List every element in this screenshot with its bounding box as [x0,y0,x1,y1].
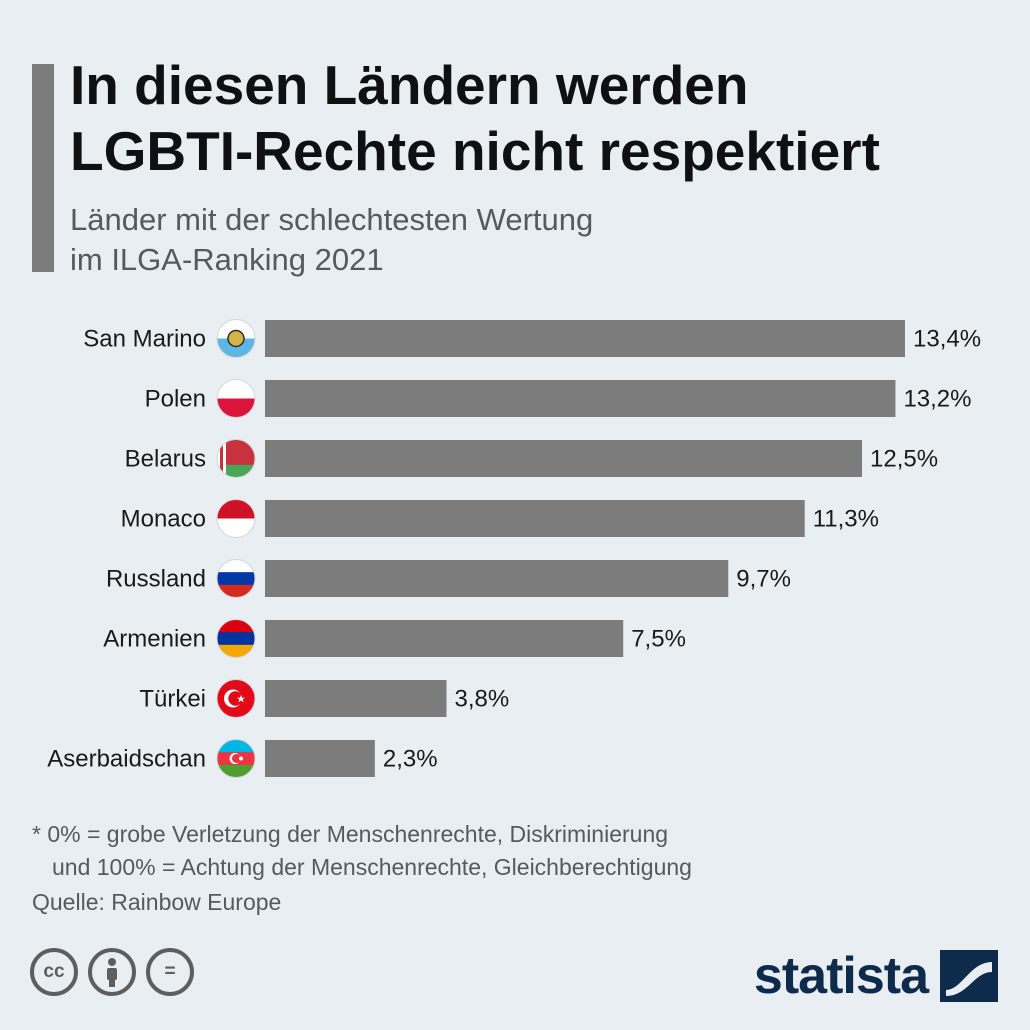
value-label-monaco: 11,3% [813,506,879,533]
value-label-aserbaidschan: 2,3% [383,746,438,773]
value-label-t-rkei: 3,8% [454,686,509,713]
monaco-flag-icon [216,499,256,538]
bar-san-marino [265,320,905,357]
value-label-belarus: 12,5% [870,446,938,473]
category-label-russland: Russland [106,566,206,593]
cc-icon[interactable]: cc [30,948,78,996]
footnote: * 0% = grobe Verletzung der Menschenrech… [32,818,692,884]
statista-brand[interactable]: statista [754,946,998,1006]
belarus-flag-icon [216,439,256,478]
value-label-russland: 9,7% [736,566,791,593]
source-note: Quelle: Rainbow Europe [32,889,282,915]
category-label-belarus: Belarus [125,446,206,473]
license-icons: cc = [30,948,194,996]
azerbaijan-flag-icon [216,739,256,778]
value-label-san-marino: 13,4% [913,326,981,353]
bar-chart: San Marino 13,4% Polen 13,2% Belarus 12,5% Mon… [47,319,981,778]
category-label-polen: Polen [145,386,206,413]
bar-belarus [265,440,863,477]
san-marino-flag-icon [216,319,256,358]
subtitle-line-2: im ILGA-Ranking 2021 [70,242,384,277]
value-label-polen: 13,2% [903,386,971,413]
bar-polen [265,380,896,417]
category-label-armenien: Armenien [103,626,206,653]
bar-armenien [265,620,624,657]
bar-russland [265,560,729,597]
title-accent-bar [32,64,54,272]
bar-t-rkei [265,680,447,717]
value-label-armenien: 7,5% [631,626,686,653]
statista-logo-icon [940,950,998,1002]
category-label-san-marino: San Marino [83,326,206,353]
title-line-1: In diesen Ländern werden [70,54,749,116]
footnote-line-2: und 100% = Achtung der Menschenrechte, G… [52,854,692,880]
bar-aserbaidschan [265,740,375,777]
no-derivatives-icon[interactable]: = [146,948,194,996]
title-line-2: LGBTI-Rechte nicht respektiert [70,120,880,182]
footnote-line-1: * 0% = grobe Verletzung der Menschenrech… [32,821,669,847]
brand-text: statista [753,947,929,1005]
category-label-monaco: Monaco [121,506,206,533]
armenia-flag-icon [216,619,256,658]
turkey-flag-icon [216,679,256,718]
category-label-aserbaidschan: Aserbaidschan [47,746,206,773]
attribution-icon[interactable] [88,948,136,996]
chart-title: In diesen Ländern werden LGBTI-Rechte ni… [70,52,1020,184]
subtitle-line-1: Länder mit der schlechtesten Wertung [70,202,594,237]
russia-flag-icon [216,559,256,598]
chart-subtitle: Länder mit der schlechtesten Wertung im … [70,200,870,280]
category-label-t-rkei: Türkei [139,686,206,713]
bar-monaco [265,500,805,537]
poland-flag-icon [216,379,256,418]
